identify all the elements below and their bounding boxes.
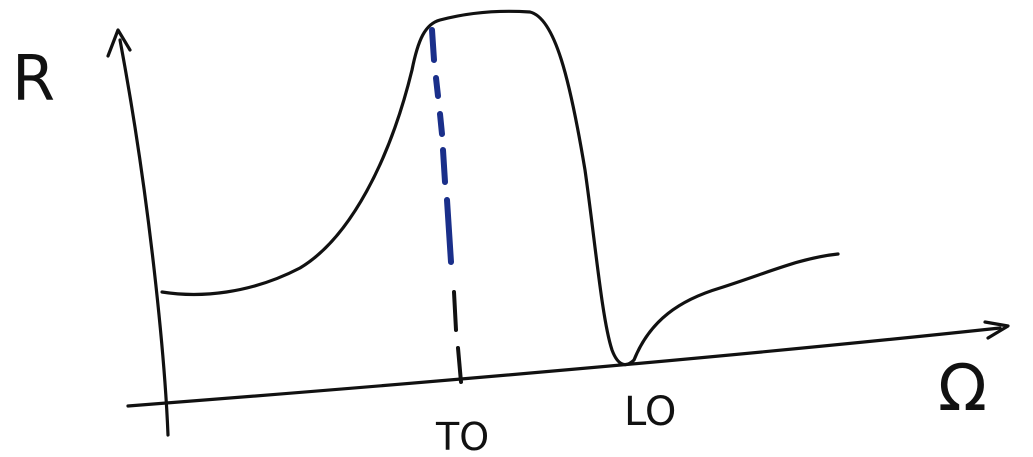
lo-marker-label: LO: [624, 389, 676, 435]
response-curve: [162, 11, 838, 364]
to-marker-dash: [443, 150, 445, 182]
to-marker-line: [432, 30, 461, 382]
to-marker-dash: [454, 292, 456, 330]
x-axis-label: Ω: [938, 352, 987, 426]
to-marker-dash: [440, 114, 442, 134]
y-axis-label: R: [12, 42, 55, 115]
y-axis-line: [120, 40, 168, 435]
to-marker-label: TO: [435, 415, 489, 457]
x-axis-line: [128, 328, 1000, 406]
to-marker-dash: [432, 30, 434, 60]
to-marker-dash: [436, 78, 438, 96]
to-marker-dash: [447, 200, 451, 262]
to-marker-dash: [458, 348, 461, 382]
